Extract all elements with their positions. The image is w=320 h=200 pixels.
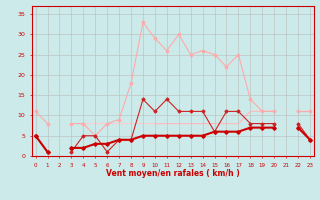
- X-axis label: Vent moyen/en rafales ( km/h ): Vent moyen/en rafales ( km/h ): [106, 169, 240, 178]
